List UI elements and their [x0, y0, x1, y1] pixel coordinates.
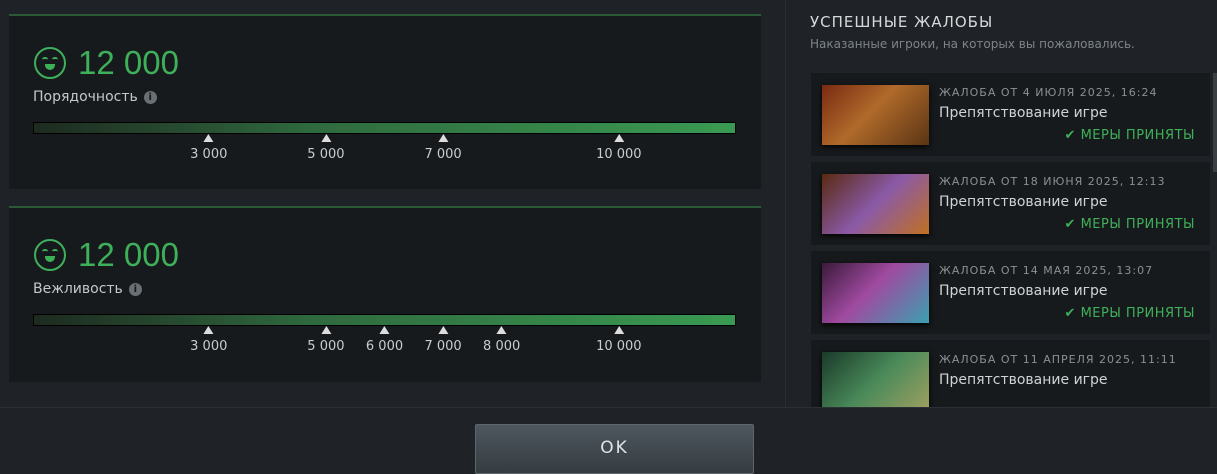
tick-marker-icon — [203, 326, 214, 334]
tick-label: 6 000 — [365, 339, 404, 354]
tick-label: 8 000 — [483, 339, 521, 354]
tick-marker-icon — [320, 134, 331, 142]
tick-label: 10 000 — [596, 339, 642, 354]
checkmark-icon: ✔ — [1064, 217, 1076, 232]
report-date: ЖАЛОБА ОТ 18 ИЮНЯ 2025, 12:13 — [939, 175, 1166, 188]
tick-label: 5 000 — [307, 339, 345, 354]
hero-portrait — [822, 352, 929, 407]
report-reason: Препятствование игре — [939, 105, 1108, 121]
report-date: ЖАЛОБА ОТ 4 ИЮЛЯ 2025, 16:24 — [939, 86, 1158, 99]
report-item[interactable]: ЖАЛОБА ОТ 11 АПРЕЛЯ 2025, 11:11 Препятст… — [811, 340, 1210, 407]
meter-label-text: Вежливость — [33, 281, 123, 297]
tick-marker-icon — [438, 326, 449, 334]
hero-portrait — [822, 263, 929, 323]
report-item[interactable]: ЖАЛОБА ОТ 4 ИЮЛЯ 2025, 16:24 Препятствов… — [811, 73, 1210, 156]
reports-title: УСПЕШНЫЕ ЖАЛОБЫ — [810, 13, 994, 31]
report-item[interactable]: ЖАЛОБА ОТ 18 ИЮНЯ 2025, 12:13 Препятство… — [811, 162, 1210, 245]
meter-tick: 5 000 — [307, 134, 345, 162]
meter-panel: 12 000 Вежливость i 3 000 5 000 6 000 7 000 8… — [9, 206, 761, 382]
report-reason: Препятствование игре — [939, 283, 1108, 299]
meter-label: Вежливость i — [33, 281, 142, 297]
meter-tick: 10 000 — [596, 134, 642, 162]
meter-tick: 10 000 — [596, 326, 642, 354]
report-status: ✔ МЕРЫ ПРИНЯТЫ — [1065, 217, 1195, 232]
score-value: 12 000 — [78, 44, 179, 81]
report-item[interactable]: ЖАЛОБА ОТ 14 МАЯ 2025, 13:07 Препятствов… — [811, 251, 1210, 334]
meter-tick: 3 000 — [190, 326, 227, 354]
meter-tick: 5 000 — [307, 326, 345, 354]
report-status-text: МЕРЫ ПРИНЯТЫ — [1080, 217, 1195, 232]
meter-label-text: Порядочность — [33, 89, 138, 105]
scrollbar[interactable] — [1213, 73, 1217, 172]
meter-fill — [34, 315, 735, 325]
meter-tick: 3 000 — [190, 134, 227, 162]
tick-marker-icon — [203, 134, 214, 142]
report-status-text: МЕРЫ ПРИНЯТЫ — [1080, 306, 1195, 321]
report-status: ✔ МЕРЫ ПРИНЯТЫ — [1065, 128, 1195, 143]
meter-fill — [34, 123, 735, 133]
tick-label: 7 000 — [424, 339, 462, 354]
meter-tick: 7 000 — [424, 326, 462, 354]
tick-marker-icon — [320, 326, 331, 334]
report-date: ЖАЛОБА ОТ 11 АПРЕЛЯ 2025, 11:11 — [939, 353, 1177, 366]
report-reason: Препятствование игре — [939, 372, 1108, 388]
smiley-icon — [34, 47, 66, 79]
score: 12 000 — [34, 44, 179, 82]
tick-label: 7 000 — [424, 147, 462, 162]
score-value: 12 000 — [78, 236, 179, 273]
column-divider — [785, 0, 786, 407]
meter-bar — [33, 122, 736, 134]
meter-tick: 8 000 — [483, 326, 520, 354]
info-icon[interactable]: i — [143, 90, 157, 104]
tick-marker-icon — [379, 326, 390, 334]
report-reason: Препятствование игре — [939, 194, 1108, 210]
tick-marker-icon — [613, 134, 624, 142]
tick-label: 3 000 — [190, 339, 228, 354]
meter-tick: 7 000 — [424, 134, 462, 162]
meter-label: Порядочность i — [33, 89, 157, 105]
tick-marker-icon — [496, 326, 507, 334]
info-icon[interactable]: i — [128, 282, 142, 296]
tick-marker-icon — [438, 134, 449, 142]
tick-marker-icon — [613, 326, 624, 334]
report-date: ЖАЛОБА ОТ 14 МАЯ 2025, 13:07 — [939, 264, 1154, 277]
meter-tick: 6 000 — [366, 326, 403, 354]
score: 12 000 — [34, 236, 179, 274]
meter-bar — [33, 314, 736, 326]
meter-panel: 12 000 Порядочность i 3 000 5 000 7 000 10 0… — [9, 14, 761, 189]
checkmark-icon: ✔ — [1064, 306, 1076, 321]
smiley-icon — [34, 239, 66, 271]
reports-subtitle: Наказанные игроки, на которых вы пожалов… — [810, 37, 1135, 51]
checkmark-icon: ✔ — [1064, 128, 1076, 143]
tick-label: 3 000 — [190, 147, 228, 162]
tick-label: 10 000 — [596, 147, 642, 162]
report-status-text: МЕРЫ ПРИНЯТЫ — [1080, 128, 1195, 143]
tick-label: 5 000 — [307, 147, 345, 162]
ok-button[interactable]: OK — [475, 424, 754, 474]
hero-portrait — [822, 174, 929, 234]
hero-portrait — [822, 85, 929, 145]
footer-divider — [0, 407, 1217, 408]
report-status: ✔ МЕРЫ ПРИНЯТЫ — [1065, 306, 1195, 321]
